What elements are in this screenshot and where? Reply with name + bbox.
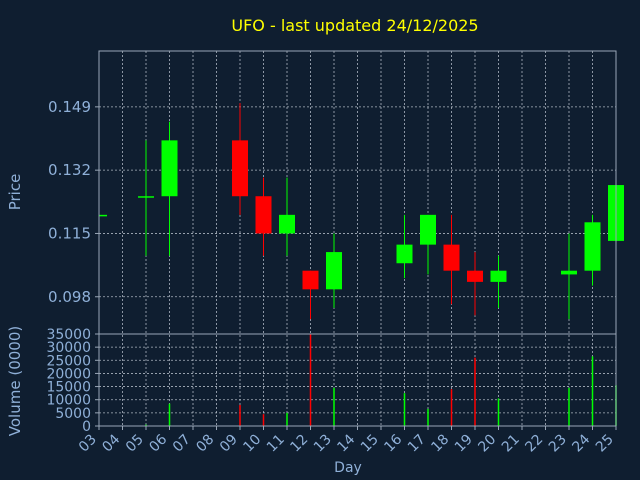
volume-bar-08 [239,404,241,426]
volume-bar-16 [427,408,429,426]
candle-body [561,270,577,275]
candle-body [255,196,272,234]
volume-axis-label: Volume (0000) [6,326,24,436]
candle-16 [420,214,436,275]
price-axis-label: Price [6,174,24,211]
chart-marks [99,103,624,426]
volume-bar-19 [497,398,500,426]
x-tick-label: 13 [311,432,335,456]
x-tick-label: 06 [146,431,170,455]
volume-bar-18 [474,357,476,426]
candle-body [396,244,413,264]
x-tick-label: 25 [593,432,617,456]
x-tick-label: 17 [405,432,429,456]
candle-03 [99,214,107,217]
volume-bar-15 [403,393,406,426]
candle-18 [467,252,483,316]
x-tick-label: 22 [522,432,546,456]
x-tick-label: 15 [358,432,382,456]
candle-10 [279,177,295,256]
volume-bar-10 [286,412,288,426]
candle-body [443,244,460,271]
volume-tick-label: 15000 [46,380,91,396]
volume-tick-label: 30000 [46,340,91,356]
x-tick-label: 10 [240,432,264,456]
candle-04 [138,140,154,256]
volume-tick-label: 35000 [46,327,91,343]
x-tick-label: 09 [217,432,241,456]
candle-23 [584,214,601,286]
volume-tick-label: 10000 [46,393,91,409]
volume-bar-11 [309,334,312,426]
volume-plot-frame [98,333,617,427]
x-tick-label: 19 [452,432,476,456]
candle-12 [326,233,342,308]
x-tick-label: 03 [76,432,100,456]
candle-11 [302,270,319,320]
price-tick-label: 0.098 [48,288,91,306]
candle-body [232,140,248,197]
candle-22 [561,233,577,320]
candle-body [420,214,436,245]
candle-09 [255,177,272,256]
price-tick-label: 0.115 [48,224,91,242]
candle-body [302,270,319,290]
volume-bar-05 [168,403,171,426]
candle-19 [490,255,507,308]
candle-08 [232,103,248,215]
x-tick-label: 12 [287,432,311,456]
x-tick-label: 14 [334,431,358,455]
chart-title: UFO - last updated 24/12/2025 [231,16,478,35]
candle-17 [443,214,460,305]
candle-body [490,270,507,282]
candle-body [584,222,601,271]
x-tick-label: 23 [546,432,570,456]
volume-bar-04 [145,424,147,426]
candle-body [161,140,178,197]
x-tick-label: 04 [99,431,123,455]
x-tick-label: 05 [123,432,147,456]
candle-body [279,214,295,234]
x-axis-label: Day [334,460,362,476]
volume-bar-23 [591,356,594,426]
candle-body [99,214,107,217]
volume-bar-22 [568,387,570,426]
grid [98,51,617,427]
volume-bar-17 [450,389,453,426]
x-tick-label: 21 [499,432,523,456]
price-tick-label: 0.149 [48,98,91,116]
candle-body [138,196,154,198]
volume-tick-label: 20000 [46,366,91,382]
x-tick-label: 08 [193,432,217,456]
x-tick-label: 24 [569,431,593,455]
x-tick-label: 11 [264,432,288,456]
volume-tick-label: 0 [82,419,91,435]
x-tick-label: 16 [381,431,405,455]
tick-labels: 03 04 05 06 07 08 09 10 11 12 13 14 15 16 17 18 19 20 21 22… [46,98,616,456]
candle-body [326,252,342,290]
price-tick-label: 0.132 [48,161,91,179]
x-tick-label: 07 [170,432,194,456]
candle-15 [396,214,413,279]
volume-bar-12 [333,387,335,426]
candle-05 [161,121,178,256]
candle-body [467,270,483,282]
volume-bar-09 [262,414,265,426]
volume-tick-label: 5000 [55,406,91,422]
volume-tick-label: 25000 [46,353,91,369]
x-tick-label: 18 [428,432,452,456]
x-tick-label: 20 [475,432,499,456]
